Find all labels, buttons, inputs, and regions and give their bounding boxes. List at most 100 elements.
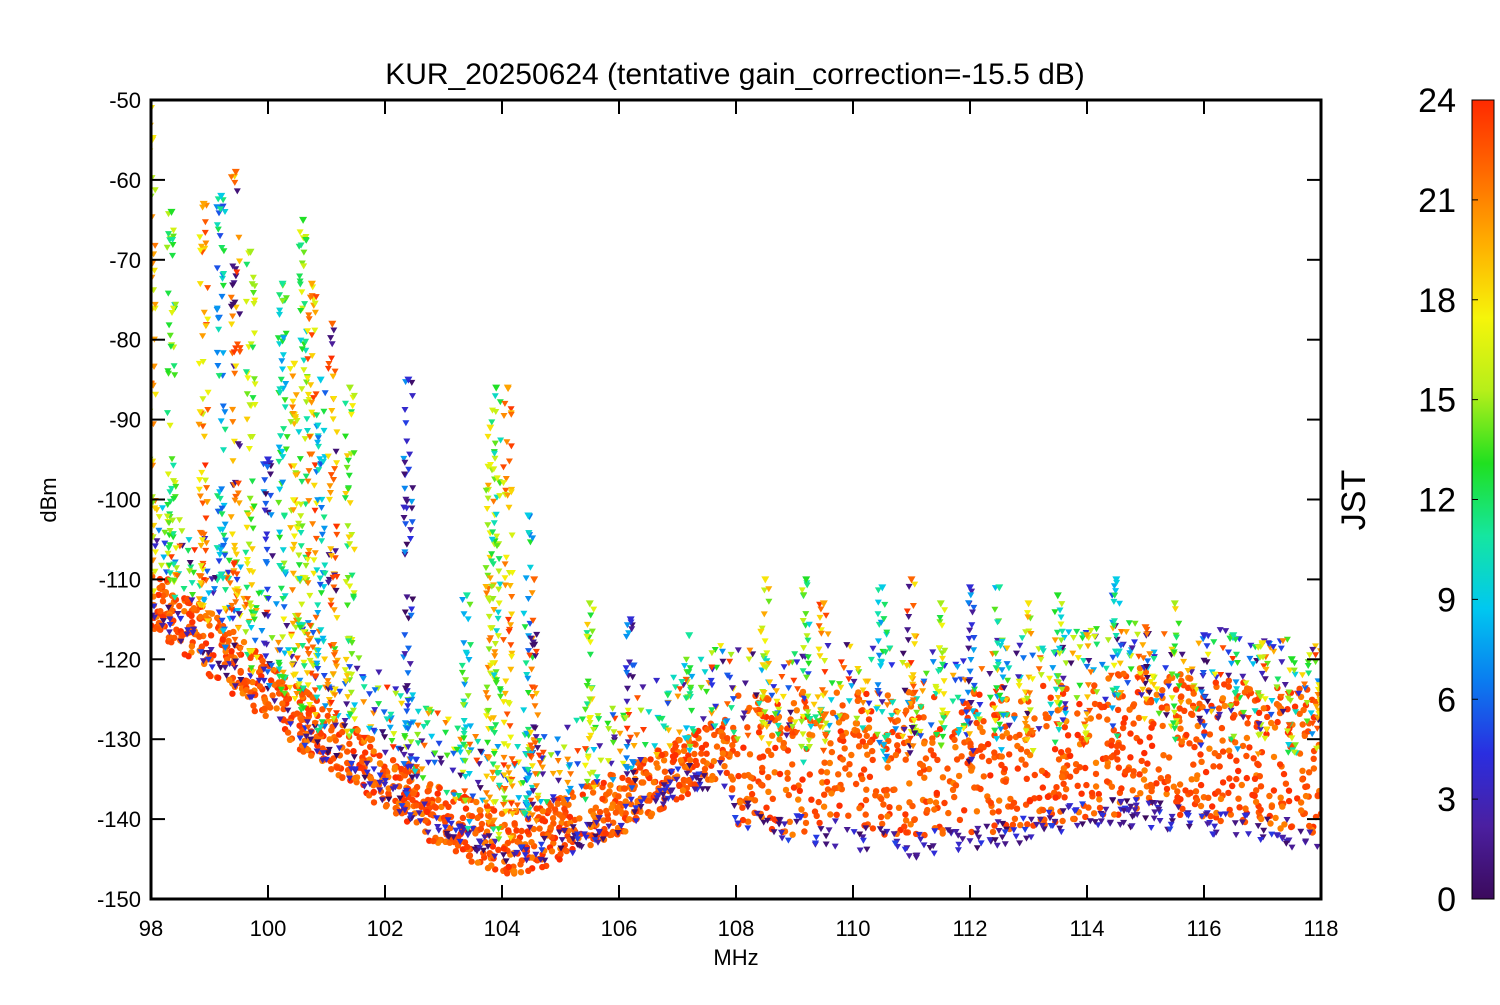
scatter-point (817, 627, 825, 634)
scatter-point (1047, 701, 1055, 708)
scatter-point (168, 485, 175, 492)
scatter-point (815, 646, 823, 653)
scatter-point (226, 676, 233, 683)
scatter-point (1183, 731, 1190, 739)
scatter-point (697, 656, 705, 663)
scatter-point (759, 653, 767, 660)
scatter-point (1277, 825, 1284, 832)
scatter-point (840, 665, 848, 672)
scatter-point (213, 349, 221, 356)
scatter-point (314, 602, 322, 609)
scatter-point (482, 565, 490, 572)
scatter-point (800, 695, 808, 702)
scatter-point (993, 842, 1001, 849)
scatter-point (584, 621, 591, 628)
scatter-point (995, 828, 1003, 834)
scatter-point (317, 724, 325, 731)
scatter-point (1074, 782, 1081, 789)
scatter-point (350, 593, 357, 600)
scatter-point (1263, 726, 1271, 733)
scatter-point (622, 803, 630, 810)
scatter-point (410, 790, 417, 797)
scatter-point (280, 335, 288, 342)
scatter-point (1065, 747, 1072, 754)
scatter-point (966, 627, 974, 634)
scatter-point (221, 605, 229, 612)
scatter-point (204, 389, 212, 396)
scatter-point (891, 786, 898, 793)
scatter-point (505, 863, 512, 871)
scatter-point (525, 815, 532, 822)
scatter-point (360, 684, 368, 691)
scatter-point (344, 575, 352, 581)
scatter-point (622, 798, 629, 805)
scatter-point (529, 617, 537, 624)
scatter-point (242, 629, 250, 636)
peak-point (626, 616, 635, 624)
scatter-point (884, 813, 891, 820)
scatter-point (820, 803, 828, 810)
scatter-point (1163, 785, 1171, 793)
scatter-point (315, 467, 323, 474)
scatter-point (654, 764, 661, 771)
scatter-point (633, 732, 641, 739)
scatter-point (647, 813, 654, 820)
scatter-point (666, 743, 674, 750)
scatter-point (523, 672, 531, 678)
scatter-point (1210, 763, 1217, 770)
scatter-point (854, 697, 861, 704)
scatter-point (305, 548, 313, 554)
scatter-point (1212, 829, 1220, 836)
scatter-point (248, 434, 256, 440)
scatter-point (505, 628, 513, 635)
scatter-point (909, 743, 917, 750)
scatter-point (1061, 794, 1068, 801)
scatter-point (1176, 781, 1184, 788)
scatter-point (333, 429, 341, 436)
scatter-point (158, 562, 165, 569)
scatter-point (653, 795, 661, 802)
scatter-point (703, 726, 710, 733)
scatter-point (1120, 719, 1127, 727)
scatter-point (991, 822, 998, 829)
scatter-point (1031, 715, 1038, 722)
scatter-point (632, 805, 640, 812)
scatter-point (485, 819, 493, 826)
scatter-point (1004, 677, 1012, 684)
scatter-point (617, 807, 624, 815)
scatter-point (485, 755, 493, 762)
scatter-point (231, 542, 239, 549)
scatter-point (166, 332, 174, 339)
scatter-point (151, 251, 158, 258)
scatter-point (522, 660, 530, 667)
scatter-point (1258, 670, 1266, 677)
scatter-point (500, 719, 508, 726)
scatter-point (793, 659, 801, 666)
scatter-point (301, 575, 309, 582)
scatter-point (251, 637, 259, 644)
scatter-point (476, 807, 483, 814)
scatter-point (929, 739, 936, 746)
scatter-point (821, 791, 828, 798)
scatter-point (242, 549, 250, 556)
scatter-point (868, 708, 875, 715)
scatter-point (622, 715, 630, 722)
scatter-point (1096, 804, 1104, 812)
scatter-point (360, 699, 368, 706)
scatter-point (993, 685, 1001, 692)
scatter-point (965, 678, 973, 685)
scatter-point (1021, 826, 1029, 833)
scatter-point (1141, 680, 1149, 687)
scatter-point (311, 507, 319, 514)
scatter-point (880, 830, 887, 837)
scatter-point (526, 652, 534, 659)
scatter-point (347, 711, 354, 718)
scatter-point (997, 747, 1005, 754)
scatter-point (623, 744, 631, 750)
scatter-point (701, 765, 709, 773)
scatter-point (625, 712, 633, 718)
scatter-point (489, 596, 497, 602)
scatter-point (1255, 721, 1263, 728)
scatter-point (163, 513, 171, 520)
scatter-point (249, 274, 257, 281)
